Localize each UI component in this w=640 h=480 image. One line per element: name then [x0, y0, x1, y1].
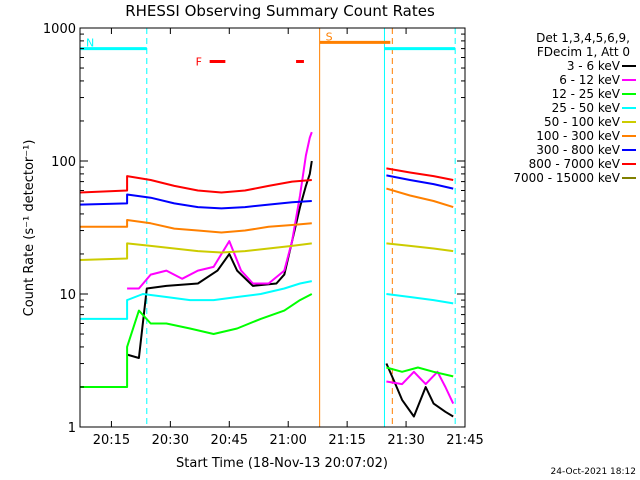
legend-entry-8: 7000 - 15000 keV [513, 171, 620, 185]
x-axis-label: Start Time (18-Nov-13 20:07:02) [176, 456, 388, 471]
series-line-7-0 [79, 175, 312, 194]
x-tick-label-2: 20:45 [211, 433, 248, 448]
series-line-1-1 [386, 370, 455, 405]
chart-title: RHESSI Observing Summary Count Rates [125, 2, 435, 20]
series-line-3-0 [80, 280, 312, 320]
x-tick-label-3: 21:00 [269, 433, 306, 448]
x-tick-label-6: 21:45 [446, 433, 483, 448]
legend-entry-6: 300 - 800 keV [536, 143, 620, 157]
x-tick-label-4: 21:15 [328, 433, 365, 448]
legend-entry-0: 3 - 6 keV [567, 59, 621, 73]
series-line-2-0 [80, 293, 313, 388]
legend: Det 1,3,4,5,6,9,FDecim 1, Att 03 - 6 keV… [513, 31, 636, 185]
series-line-1-0 [127, 131, 313, 290]
x-tick-label-1: 20:30 [152, 433, 189, 448]
legend-entry-2: 12 - 25 keV [552, 87, 621, 101]
series-line-0-0 [126, 160, 313, 359]
x-tick-label-0: 20:15 [93, 433, 130, 448]
y-tick-label-0: 1 [68, 421, 76, 436]
series-line-4-0 [79, 242, 312, 261]
legend-entry-5: 100 - 300 keV [536, 129, 620, 143]
series-line-5-1 [386, 187, 454, 209]
series-line-7-1 [386, 167, 454, 181]
y-tick-label-2: 100 [51, 155, 76, 170]
series-line-3-1 [386, 293, 454, 305]
plot-area: N S F [79, 28, 456, 427]
x-tick-label-5: 21:30 [387, 433, 424, 448]
x-axis: 20:15 20:30 20:45 21:00 21:15 21:30 21:45 [93, 28, 484, 448]
legend-entry-1: 6 - 12 keV [559, 73, 621, 87]
legend-entry-4: 50 - 100 keV [544, 115, 621, 129]
plot-frame [79, 27, 466, 428]
y-axis-label: Count Rate (s⁻¹ detector⁻¹) [22, 140, 37, 317]
y-tick-label-3: 1000 [43, 22, 76, 37]
legend-entry-7: 800 - 7000 keV [529, 157, 621, 171]
series-line-0-1 [385, 363, 454, 418]
y-axis: 1 10 100 1000 [43, 22, 465, 436]
flare-label: F [196, 55, 202, 68]
legend-header-0: Det 1,3,4,5,6,9, [536, 31, 630, 45]
mode-label-0: N [86, 37, 94, 50]
footer-date: 24-Oct-2021 18:12 [551, 467, 636, 477]
y-tick-label-1: 10 [59, 288, 76, 303]
mode-label-1: S [326, 30, 333, 43]
series-line-2-1 [386, 366, 454, 378]
legend-header-1: FDecim 1, Att 0 [537, 45, 630, 59]
legend-entry-3: 25 - 50 keV [552, 101, 621, 115]
series-line-6-0 [79, 193, 312, 210]
series-line-6-1 [386, 174, 454, 190]
series-line-5-0 [80, 219, 312, 234]
series-line-4-1 [386, 242, 454, 253]
